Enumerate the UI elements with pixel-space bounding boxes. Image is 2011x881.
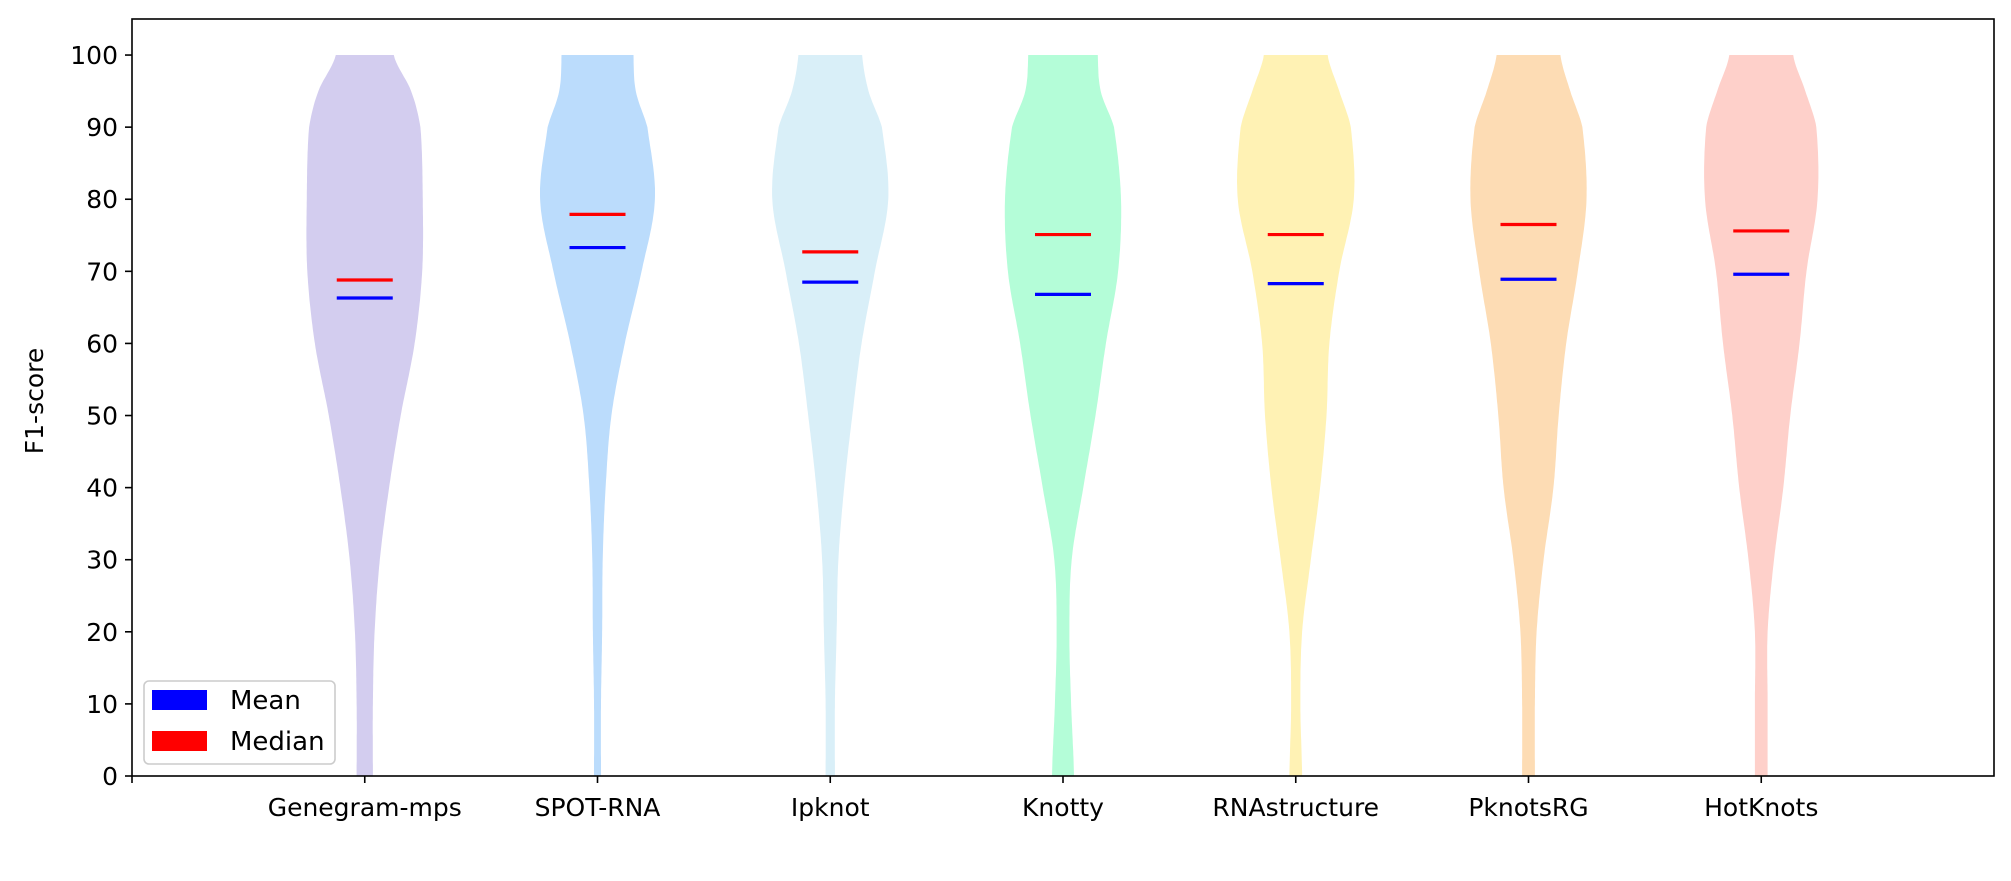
y-tick-label: 100 <box>70 41 118 70</box>
y-tick-label: 40 <box>86 474 118 503</box>
legend-label-mean: Mean <box>230 686 301 716</box>
violin-body <box>540 55 655 776</box>
x-tick-label: Knotty <box>1022 793 1104 822</box>
x-tick-label: RNAstructure <box>1212 793 1379 822</box>
y-tick-label: 10 <box>86 690 118 719</box>
violin-body <box>1470 55 1587 776</box>
legend-label-median: Median <box>230 727 325 757</box>
x-axis: Genegram-mps SPOT-RNA Ipknot Knotty RNAstruc… <box>131 776 1818 822</box>
stat-lines-layer <box>336 212 1790 300</box>
y-tick-label: 80 <box>86 185 118 214</box>
y-axis-label: F1-score <box>20 348 49 454</box>
violin-body <box>1237 55 1355 776</box>
legend-swatch-mean <box>152 690 207 710</box>
y-tick-label: 30 <box>86 546 118 575</box>
x-tick-label: SPOT-RNA <box>535 793 661 822</box>
violin-body <box>772 55 889 776</box>
x-tick-label: Genegram-mps <box>268 793 462 822</box>
legend-swatch-median <box>152 731 207 751</box>
violin-body <box>306 55 424 776</box>
y-tick-label: 0 <box>102 762 118 791</box>
y-tick-label: 50 <box>86 402 118 431</box>
y-tick-label: 70 <box>86 257 118 286</box>
violin-layer <box>306 55 1819 776</box>
violin-body <box>1704 55 1819 776</box>
y-tick-label: 20 <box>86 618 118 647</box>
x-tick-label: Ipknot <box>791 793 870 822</box>
y-tick-label: 60 <box>86 329 118 358</box>
violin-body <box>1004 55 1122 776</box>
x-tick-label: PknotsRG <box>1468 793 1588 822</box>
legend: Mean Median <box>143 680 336 765</box>
y-axis: 0 10 20 30 40 50 60 70 80 90 100 <box>70 41 132 791</box>
x-tick-label: HotKnots <box>1704 793 1818 822</box>
y-tick-label: 90 <box>86 113 118 142</box>
